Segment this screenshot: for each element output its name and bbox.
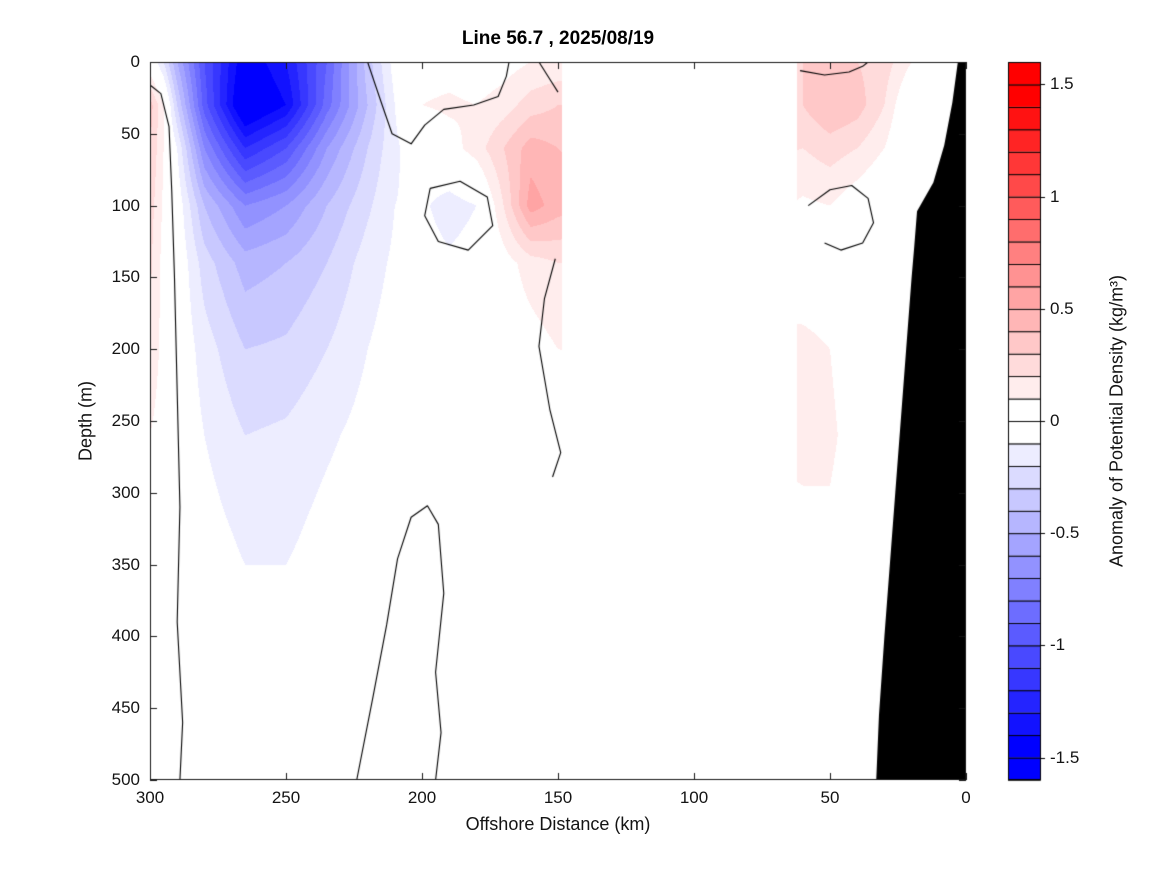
colorbar-label: Anomaly of Potential Density (kg/m³) (1106, 274, 1127, 568)
y-tick-label: 300 (111, 482, 140, 502)
y-tick-label: 450 (111, 698, 140, 718)
y-tick-label: 500 (111, 770, 140, 789)
colorbar-tick-label: 0 (1050, 411, 1060, 430)
y-tick-label: 0 (130, 52, 140, 71)
y-tick-label: 200 (111, 339, 140, 359)
y-tick-label: 150 (111, 267, 140, 287)
colorbar-tick-label: -1 (1050, 635, 1066, 655)
x-axis-label: Offshore Distance (km) (465, 814, 651, 834)
colorbar-tick-label: -1.5 (1050, 747, 1080, 767)
y-tick-label: 250 (111, 411, 140, 430)
x-tick-label: 0 (961, 788, 971, 807)
colorbar-tick-label: 0.5 (1050, 298, 1074, 318)
x-tick-label: 200 (407, 788, 437, 807)
chart-title: Line 56.7 , 2025/08/19 (461, 28, 655, 49)
y-tick-label: 100 (111, 195, 140, 215)
colorbar-tick-label: 1.5 (1050, 74, 1074, 94)
colorbar-tick-label: -0.5 (1050, 523, 1080, 543)
colorbar-tick-label: 1 (1050, 186, 1060, 206)
y-tick-label: 50 (121, 123, 140, 143)
x-tick-label: 300 (135, 788, 165, 807)
y-axis-label: Depth (m) (75, 380, 96, 462)
x-tick-label: 100 (679, 788, 709, 807)
x-tick-label: 250 (271, 788, 301, 807)
y-tick-label: 400 (111, 626, 140, 646)
x-tick-label: 50 (820, 788, 840, 807)
y-tick-label: 350 (111, 554, 140, 574)
x-tick-label: 150 (543, 788, 573, 807)
